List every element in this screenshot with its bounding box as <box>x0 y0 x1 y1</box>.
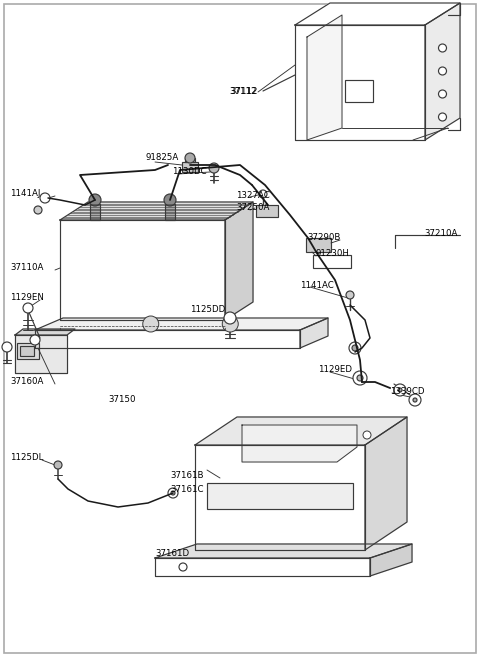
Text: 1339CD: 1339CD <box>390 388 424 397</box>
Circle shape <box>353 371 367 385</box>
Bar <box>20 346 34 356</box>
Polygon shape <box>155 558 370 576</box>
Text: 37112: 37112 <box>229 87 257 97</box>
Text: 37250A: 37250A <box>236 204 269 212</box>
Polygon shape <box>35 318 328 330</box>
Polygon shape <box>295 3 460 25</box>
Text: 91825A: 91825A <box>145 154 178 162</box>
Circle shape <box>222 316 238 332</box>
Circle shape <box>224 312 236 324</box>
Text: 37290B: 37290B <box>307 233 340 242</box>
Circle shape <box>357 375 363 381</box>
Circle shape <box>439 67 446 75</box>
Polygon shape <box>425 3 460 140</box>
Bar <box>165 204 175 220</box>
Polygon shape <box>295 25 425 140</box>
Circle shape <box>363 431 371 439</box>
Circle shape <box>89 194 101 206</box>
Text: 1125DL: 1125DL <box>10 453 43 463</box>
Polygon shape <box>60 202 253 220</box>
Text: 1125DD: 1125DD <box>190 306 225 315</box>
Polygon shape <box>60 220 225 320</box>
Circle shape <box>259 190 267 198</box>
Polygon shape <box>307 15 342 140</box>
Bar <box>306 238 331 252</box>
Circle shape <box>413 398 417 402</box>
Text: 1141AJ: 1141AJ <box>10 189 40 198</box>
Bar <box>313 255 351 268</box>
Text: 1327AC: 1327AC <box>236 191 270 200</box>
Circle shape <box>439 90 446 98</box>
Text: 37161C: 37161C <box>170 484 204 493</box>
Circle shape <box>40 193 50 203</box>
Text: 1129ED: 1129ED <box>318 365 352 374</box>
Bar <box>182 162 198 172</box>
Bar <box>17 343 39 359</box>
Text: 91230H: 91230H <box>316 248 350 258</box>
Circle shape <box>185 153 195 163</box>
Circle shape <box>439 113 446 121</box>
Circle shape <box>143 316 159 332</box>
Polygon shape <box>15 329 75 335</box>
Text: 1129EN: 1129EN <box>10 294 44 302</box>
Circle shape <box>398 388 402 392</box>
Circle shape <box>349 342 361 354</box>
Bar <box>207 483 353 509</box>
Text: 37160A: 37160A <box>10 378 43 386</box>
Text: 37110A: 37110A <box>10 263 43 273</box>
Circle shape <box>23 303 33 313</box>
Text: 37161B: 37161B <box>170 472 204 480</box>
Text: 37210A: 37210A <box>424 229 457 238</box>
Circle shape <box>179 563 187 571</box>
Circle shape <box>2 342 12 352</box>
Text: 37161D: 37161D <box>155 549 189 558</box>
Circle shape <box>346 291 354 299</box>
Polygon shape <box>15 335 67 373</box>
Polygon shape <box>155 544 412 558</box>
Text: 37112: 37112 <box>230 87 258 97</box>
Polygon shape <box>242 425 357 462</box>
Circle shape <box>171 491 175 495</box>
Circle shape <box>409 394 421 406</box>
Circle shape <box>394 384 406 396</box>
Text: 37150: 37150 <box>108 396 135 405</box>
Circle shape <box>54 461 62 469</box>
Bar <box>90 204 100 220</box>
Polygon shape <box>365 417 407 550</box>
Circle shape <box>352 345 358 351</box>
Circle shape <box>439 44 446 52</box>
Polygon shape <box>300 318 328 348</box>
Bar <box>345 80 373 102</box>
Polygon shape <box>35 330 300 348</box>
Polygon shape <box>195 445 365 550</box>
Circle shape <box>34 206 42 214</box>
Bar <box>256 205 278 217</box>
Circle shape <box>164 194 176 206</box>
Polygon shape <box>195 417 407 445</box>
Text: 1130DC: 1130DC <box>172 168 206 177</box>
Circle shape <box>209 163 219 173</box>
Circle shape <box>168 488 178 498</box>
Polygon shape <box>370 544 412 576</box>
Polygon shape <box>225 202 253 320</box>
Text: 1141AC: 1141AC <box>300 281 334 290</box>
Bar <box>185 158 195 162</box>
Circle shape <box>30 335 40 345</box>
